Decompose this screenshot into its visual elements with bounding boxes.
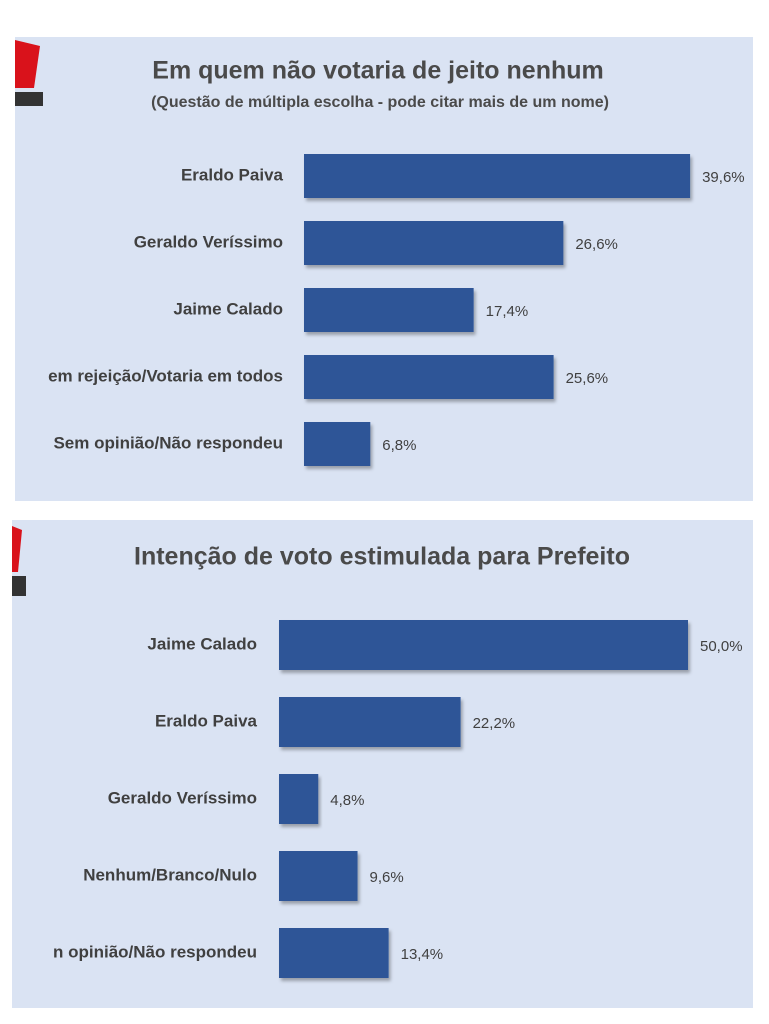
bar: [279, 851, 358, 901]
category-label: Geraldo Veríssimo: [134, 232, 283, 251]
category-label: Sem opinião/Não respondeu: [53, 433, 283, 452]
logo: [12, 526, 22, 572]
category-label: n opinião/Não respondeu: [53, 942, 257, 961]
bar: [304, 422, 371, 466]
category-label: em rejeição/Votaria em todos: [48, 366, 283, 385]
chart-title: Em quem não votaria de jeito nenhum: [152, 57, 603, 85]
bar: [279, 620, 688, 670]
category-label: Eraldo Paiva: [181, 165, 284, 184]
value-label: 13,4%: [401, 946, 444, 963]
bar: [304, 355, 554, 399]
logo: [15, 40, 40, 88]
value-label: 22,2%: [473, 715, 516, 732]
bar: [304, 221, 564, 265]
logo: [15, 92, 43, 106]
category-label: Jaime Calado: [147, 634, 257, 653]
value-label: 9,6%: [370, 869, 404, 886]
value-label: 4,8%: [330, 792, 364, 809]
bar: [304, 154, 691, 198]
value-label: 17,4%: [486, 303, 529, 320]
bar: [279, 697, 461, 747]
bar: [279, 774, 319, 824]
panel: [15, 37, 753, 501]
chart-subtitle: (Questão de múltipla escolha - pode cita…: [151, 94, 609, 111]
logo: [12, 576, 26, 596]
bar: [279, 928, 389, 978]
panel: [12, 520, 753, 1008]
bar: [304, 288, 474, 332]
value-label: 25,6%: [566, 370, 609, 387]
category-label: Eraldo Paiva: [155, 711, 258, 730]
value-label: 50,0%: [700, 638, 743, 655]
chart-title: Intenção de voto estimulada para Prefeit…: [134, 543, 630, 571]
category-label: Nenhum/Branco/Nulo: [83, 865, 257, 884]
category-label: Jaime Calado: [173, 299, 283, 318]
value-label: 26,6%: [575, 236, 618, 253]
value-label: 39,6%: [702, 169, 745, 186]
value-label: 6,8%: [382, 437, 416, 454]
category-label: Geraldo Veríssimo: [108, 788, 257, 807]
